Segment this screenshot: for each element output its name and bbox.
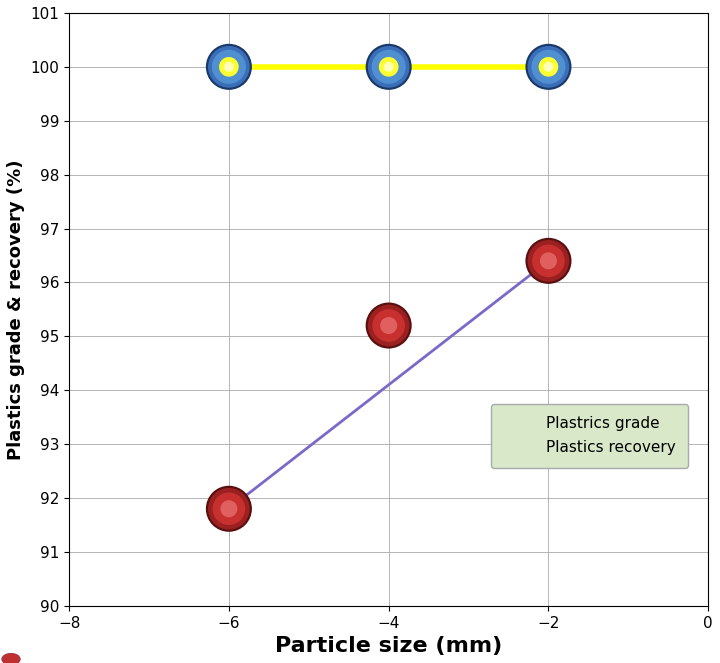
Point xyxy=(223,503,235,514)
Point xyxy=(543,62,554,72)
Point xyxy=(543,255,554,266)
Point xyxy=(543,255,554,266)
Point xyxy=(223,62,235,72)
Point xyxy=(383,62,395,72)
Point xyxy=(543,62,554,72)
Point xyxy=(383,320,395,331)
Point xyxy=(383,62,395,72)
Point xyxy=(383,62,395,72)
Point xyxy=(223,503,235,514)
Point xyxy=(223,62,235,72)
Point xyxy=(383,320,395,331)
Legend: Plastrics grade, Plastics recovery: Plastrics grade, Plastics recovery xyxy=(491,404,688,467)
X-axis label: Particle size (mm): Particle size (mm) xyxy=(275,636,503,656)
Point xyxy=(543,62,554,72)
Point xyxy=(223,62,235,72)
Point xyxy=(383,320,395,331)
Point xyxy=(223,503,235,514)
Point xyxy=(223,62,235,72)
Point xyxy=(383,320,395,331)
Y-axis label: Plastics grade & recovery (%): Plastics grade & recovery (%) xyxy=(7,159,25,459)
Point xyxy=(543,255,554,266)
Point xyxy=(383,62,395,72)
Point xyxy=(223,503,235,514)
Point xyxy=(223,62,235,72)
Point xyxy=(383,62,395,72)
Point xyxy=(543,62,554,72)
Point xyxy=(543,62,554,72)
Point xyxy=(543,255,554,266)
